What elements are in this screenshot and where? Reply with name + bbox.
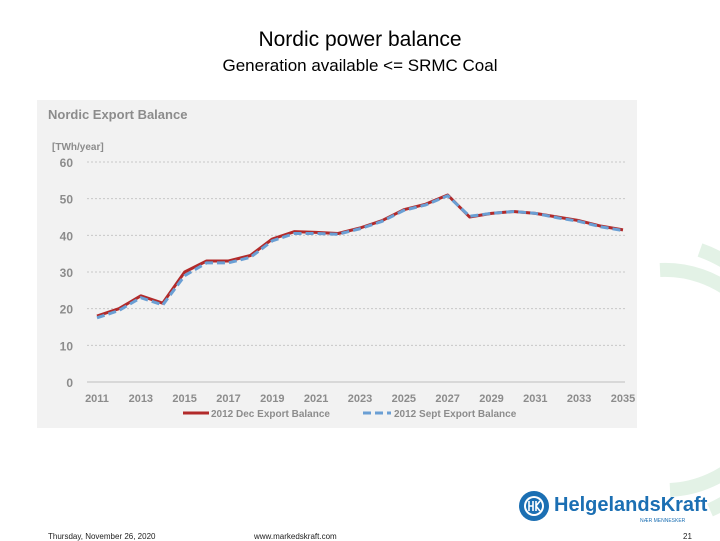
y-tick-label: 30 [60, 266, 74, 280]
slide-title: Nordic power balance [258, 28, 462, 51]
x-tick-label: 2033 [567, 393, 591, 405]
series-line-sept-export-balance [96, 194, 624, 320]
footer-date: Thursday, November 26, 2020 [48, 532, 156, 541]
y-tick-label: 20 [60, 303, 74, 317]
x-tick-label: 2011 [85, 393, 109, 405]
y-tick-label: 40 [60, 229, 74, 243]
y-tick-label: 0 [66, 376, 73, 390]
x-tick-label: 2035 [611, 393, 635, 405]
x-tick-label: 2017 [216, 393, 240, 405]
x-tick-label: 2019 [260, 393, 284, 405]
x-tick-label: 2029 [479, 393, 503, 405]
x-tick-label: 2027 [435, 393, 459, 405]
legend-sept-label: 2012 Sept Export Balance [394, 409, 517, 420]
footer-url: www.markedskraft.com [254, 532, 337, 541]
footer-page-number: 21 [683, 532, 692, 541]
legend-dec-label: 2012 Dec Export Balance [211, 409, 330, 420]
logo-wordmark: HelgelandsKraft [554, 494, 708, 516]
x-tick-label: 2023 [348, 393, 372, 405]
y-axis-label: [TWh/year] [52, 142, 104, 153]
helgelandskraft-logo: HelgelandsKraft NÆR MENNESKER [518, 490, 707, 526]
x-tick-label: 2031 [523, 393, 547, 405]
x-tick-label: 2013 [129, 393, 153, 405]
x-tick-label: 2021 [304, 393, 328, 405]
chart-title: Nordic Export Balance [48, 107, 187, 122]
nordic-export-balance-chart: Nordic Export Balance [TWh/year] 0 10 20 30… [48, 107, 635, 420]
x-tick-label: 2025 [392, 393, 416, 405]
y-tick-label: 50 [60, 193, 74, 207]
slide-subtitle: Generation available <= SRMC Coal [222, 56, 498, 75]
y-tick-label: 10 [60, 339, 74, 353]
logo-tagline: NÆR MENNESKER [640, 518, 686, 524]
x-tick-label: 2015 [172, 393, 196, 405]
chart-panel: Nordic Export Balance [TWh/year] 0 10 20 30… [37, 100, 637, 428]
series-line-dec-export-balance [96, 193, 624, 318]
logo-gear-icon [519, 491, 549, 521]
y-tick-label: 60 [60, 156, 74, 170]
